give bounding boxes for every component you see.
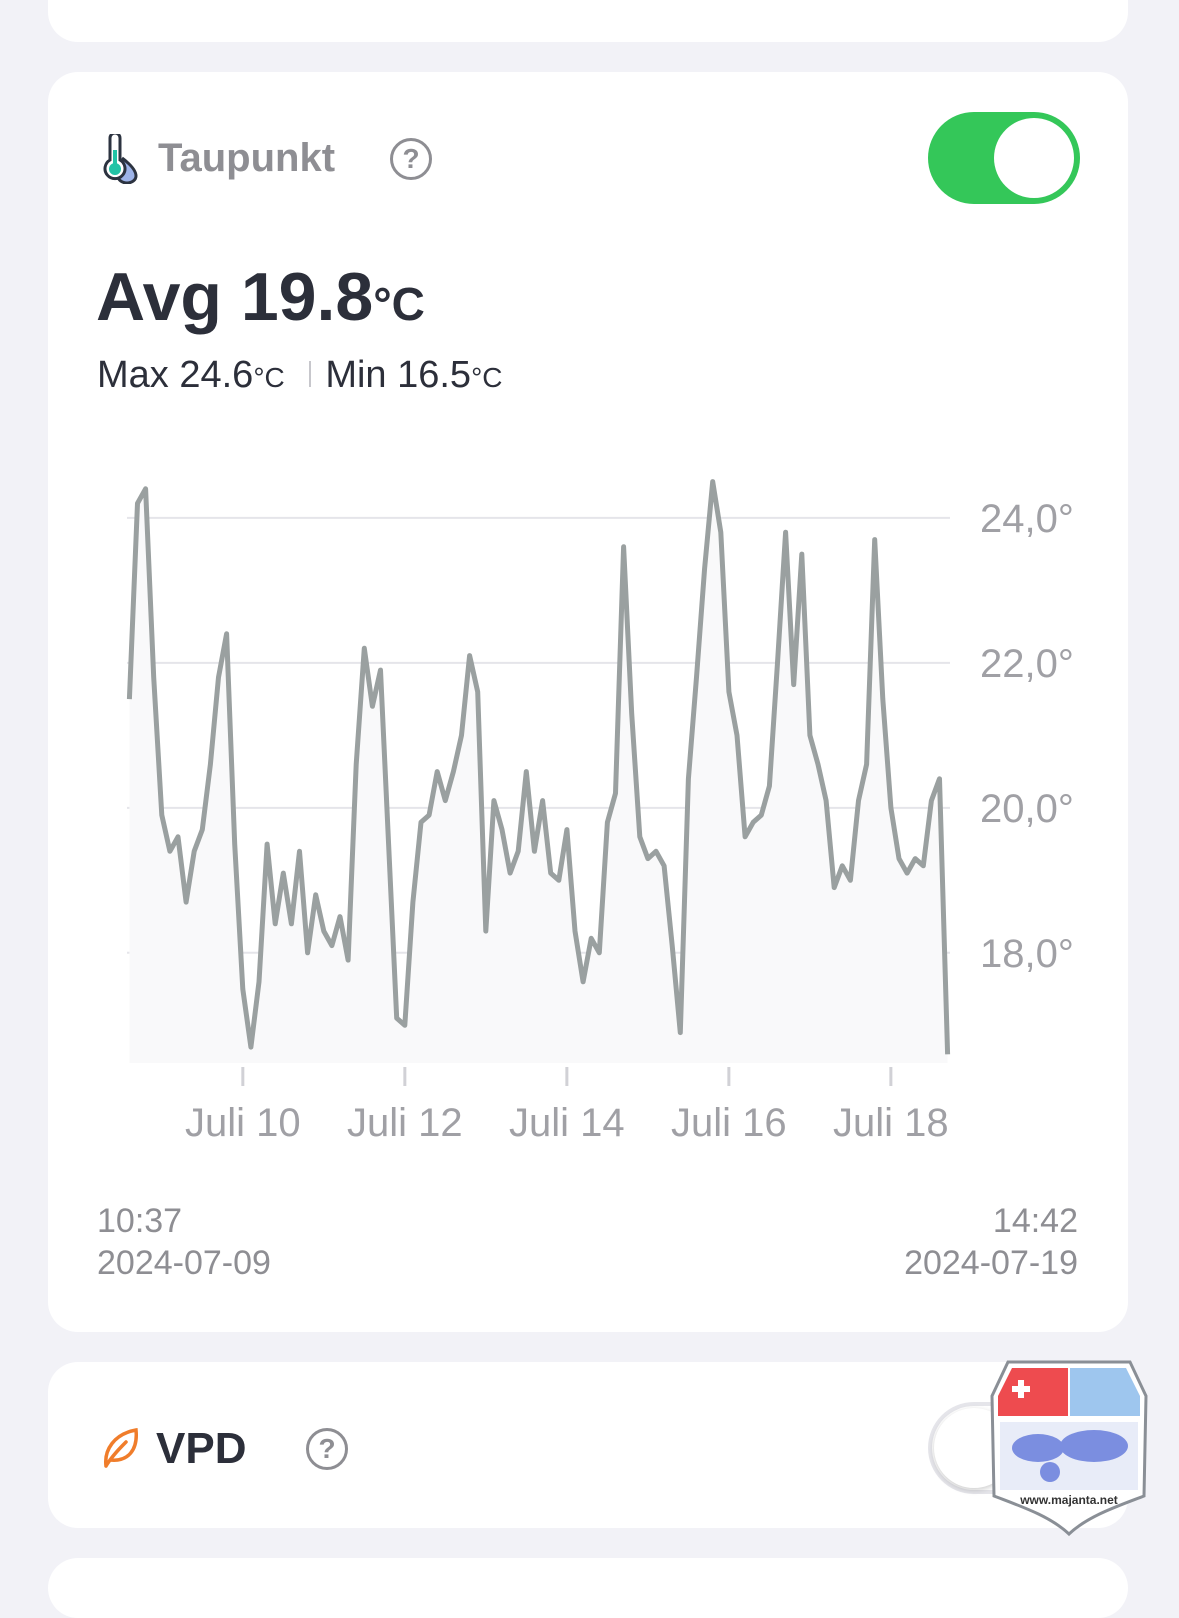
average-line: Avg 19.8°C [96, 258, 425, 336]
y-tick-label: 24,0° [980, 497, 1074, 541]
end-time: 14:42 [992, 1202, 1078, 1240]
y-tick-label: 20,0° [980, 787, 1074, 831]
help-button[interactable]: ? [306, 1428, 348, 1470]
start-date: 2024-07-09 [97, 1244, 271, 1282]
watermark: www.majanta.net [990, 1360, 1148, 1537]
end-date: 2024-07-19 [904, 1244, 1078, 1282]
previous-card [48, 0, 1128, 42]
max-label: Max [97, 354, 169, 396]
separator [309, 361, 312, 387]
unit: °C [471, 362, 503, 393]
start-time: 10:37 [97, 1202, 183, 1240]
watermark-text: www.majanta.net [1019, 1493, 1118, 1507]
x-tick-label: Juli 18 [833, 1101, 949, 1145]
toggle[interactable] [928, 112, 1080, 204]
unit: °C [253, 362, 285, 393]
max-min-line: Max 24.6°C Min 16.5°C [97, 354, 503, 397]
screen: Taupunkt ? Avg 19.8°C Max 24.6°C Min 16.… [48, 0, 1148, 1618]
x-tick-label: Juli 10 [185, 1101, 301, 1145]
line [126, 479, 951, 1055]
card-title: VPD [156, 1424, 247, 1473]
card-title: Taupunkt [158, 136, 336, 180]
x-tick-label: Juli 12 [347, 1101, 463, 1145]
vpd-icon [104, 1427, 138, 1468]
x-tick-label: Juli 14 [509, 1101, 625, 1145]
y-tick-label: 18,0° [980, 932, 1074, 976]
toggle-knob [994, 118, 1074, 198]
min-value: 16.5 [397, 354, 472, 396]
chart: 18,0° 20,0° 22,0° 24,0° Juli 10 Juli 12 Juli 1… [126, 479, 1074, 1145]
area-fill [129, 481, 948, 1064]
help-button[interactable]: ? [390, 138, 432, 180]
avg-label: Avg [96, 259, 222, 335]
min-label: Min [325, 354, 387, 396]
taupunkt-icon [103, 134, 138, 184]
avg-value: 19.8 [240, 259, 374, 335]
y-tick-label: 22,0° [980, 642, 1074, 686]
unit: °C [373, 278, 425, 330]
x-tick-label: Juli 16 [671, 1101, 787, 1145]
max-value: 24.6 [179, 354, 254, 396]
